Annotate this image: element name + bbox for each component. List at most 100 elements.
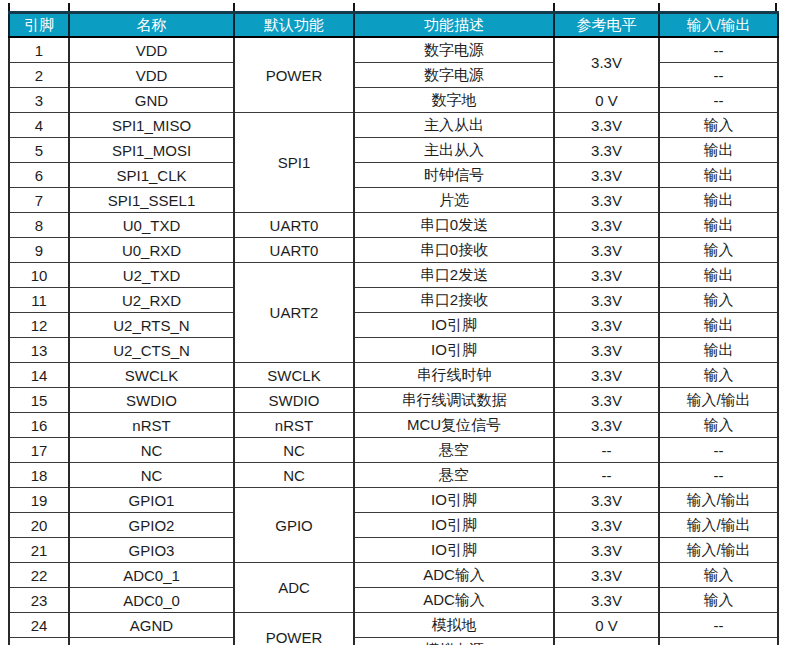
table-row: 5SPI1_MOSI主出从入3.3V输出: [9, 138, 778, 163]
cell-description: IO引脚: [354, 538, 554, 563]
column-border-tick: [8, 3, 10, 11]
cell-ref-level: 0 V: [554, 88, 659, 113]
cell-pin: 14: [9, 363, 69, 388]
cell-ref-level: 3.3V: [554, 37, 659, 88]
cell-pin: 6: [9, 163, 69, 188]
cell-description: 时钟信号: [354, 163, 554, 188]
cell-description: 模拟电源: [354, 638, 554, 645]
column-header-function-description: 功能描述: [354, 13, 554, 38]
cell-default-function: SWDIO: [234, 388, 354, 413]
table-row: 24AGNDPOWER模拟地0 V--: [9, 613, 778, 638]
cell-io: --: [659, 638, 778, 645]
cell-io: --: [659, 438, 778, 463]
cell-io: 输出: [659, 313, 778, 338]
document-page: 引脚名称默认功能功能描述参考电平输入/输出 1VDDPOWER数字电源3.3V-…: [0, 0, 785, 645]
cell-name: SWCLK: [69, 363, 234, 388]
table-row: 23ADC0_0ADC输入3.3V输入: [9, 588, 778, 613]
table-row: 15SWDIOSWDIO串行线调试数据3.3V输入/输出: [9, 388, 778, 413]
cell-pin: 11: [9, 288, 69, 313]
cell-description: 串行线时钟: [354, 363, 554, 388]
column-border-tick: [353, 3, 355, 11]
table-body: 1VDDPOWER数字电源3.3V--2VDD数字电源--3GND数字地0 V-…: [9, 37, 778, 645]
cell-description: ADC输入: [354, 588, 554, 613]
cell-io: 输入: [659, 238, 778, 263]
cell-default-function: POWER: [234, 613, 354, 645]
cell-io: --: [659, 613, 778, 638]
column-header-name: 名称: [69, 13, 234, 38]
cell-io: 输出: [659, 338, 778, 363]
table-row: 21GPIO3IO引脚3.3V输入/输出: [9, 538, 778, 563]
cell-name: NC: [69, 438, 234, 463]
cell-pin: 16: [9, 413, 69, 438]
column-header-ref-level: 参考电平: [554, 13, 659, 38]
cell-ref-level: --: [554, 463, 659, 488]
cell-default-function: UART0: [234, 213, 354, 238]
cell-description: 片选: [354, 188, 554, 213]
column-border-tick: [553, 3, 555, 11]
cell-pin: 23: [9, 588, 69, 613]
cell-name: VDD: [69, 37, 234, 63]
cell-pin: 13: [9, 338, 69, 363]
cell-description: 数字电源: [354, 63, 554, 88]
cell-ref-level: 3.3V: [554, 538, 659, 563]
table-row: 6SPI1_CLK时钟信号3.3V输出: [9, 163, 778, 188]
cell-default-function: ADC: [234, 563, 354, 613]
cell-io: 输出: [659, 213, 778, 238]
table-row: 19GPIO1GPIOIO引脚3.3V输入/输出: [9, 488, 778, 513]
cell-default-function: POWER: [234, 37, 354, 113]
table-row: 14SWCLKSWCLK串行线时钟3.3V输入: [9, 363, 778, 388]
pin-definition-table: 引脚名称默认功能功能描述参考电平输入/输出 1VDDPOWER数字电源3.3V-…: [8, 11, 779, 645]
cell-description: 串口0接收: [354, 238, 554, 263]
cell-pin: 7: [9, 188, 69, 213]
cell-ref-level: 3.3V: [554, 588, 659, 613]
cell-pin: 19: [9, 488, 69, 513]
cell-pin: 10: [9, 263, 69, 288]
cell-io: 输入/输出: [659, 513, 778, 538]
cell-ref-level: 3.3V: [554, 388, 659, 413]
cell-default-function: NC: [234, 463, 354, 488]
cell-description: IO引脚: [354, 313, 554, 338]
cell-pin: 21: [9, 538, 69, 563]
table-row: 3GND数字地0 V--: [9, 88, 778, 113]
cell-name: NC: [69, 463, 234, 488]
table-row: 12U2_RTS_NIO引脚3.3V输出: [9, 313, 778, 338]
cell-pin: 18: [9, 463, 69, 488]
cell-io: --: [659, 37, 778, 63]
cell-ref-level: 3.3V: [554, 413, 659, 438]
cell-pin: 25: [9, 638, 69, 645]
cell-ref-level: 3.3V: [554, 363, 659, 388]
cell-pin: 3: [9, 88, 69, 113]
cell-pin: 1: [9, 37, 69, 63]
cell-name: ADC0_1: [69, 563, 234, 588]
cell-io: 输入/输出: [659, 388, 778, 413]
cell-io: 输入: [659, 113, 778, 138]
cell-ref-level: 3.3V: [554, 238, 659, 263]
cell-name: AGND: [69, 613, 234, 638]
column-header-default-function: 默认功能: [234, 13, 354, 38]
column-border-tick: [775, 3, 777, 11]
cell-description: ADC输入: [354, 563, 554, 588]
cell-default-function: SPI1: [234, 113, 354, 213]
cell-io: --: [659, 463, 778, 488]
cell-name: U2_RXD: [69, 288, 234, 313]
cell-default-function: GPIO: [234, 488, 354, 563]
cell-io: 输入: [659, 563, 778, 588]
table-row: 20GPIO2IO引脚3.3V输入/输出: [9, 513, 778, 538]
cell-pin: 2: [9, 63, 69, 88]
column-border-tick: [658, 3, 660, 11]
cell-io: --: [659, 63, 778, 88]
table-row: 8U0_TXDUART0串口0发送3.3V输出: [9, 213, 778, 238]
cell-pin: 8: [9, 213, 69, 238]
table-row: 10U2_TXDUART2串口2发送3.3V输出: [9, 263, 778, 288]
column-header-pin: 引脚: [9, 13, 69, 38]
cell-name: GPIO1: [69, 488, 234, 513]
cell-name: SPI1_CLK: [69, 163, 234, 188]
cell-default-function: UART2: [234, 263, 354, 363]
cell-description: 串口0发送: [354, 213, 554, 238]
cell-ref-level: 3.3V: [554, 138, 659, 163]
table-row: 18NCNC悬空----: [9, 463, 778, 488]
cell-default-function: NC: [234, 438, 354, 463]
cell-ref-level: 3.3V: [554, 513, 659, 538]
cell-description: IO引脚: [354, 513, 554, 538]
cell-ref-level: --: [554, 438, 659, 463]
